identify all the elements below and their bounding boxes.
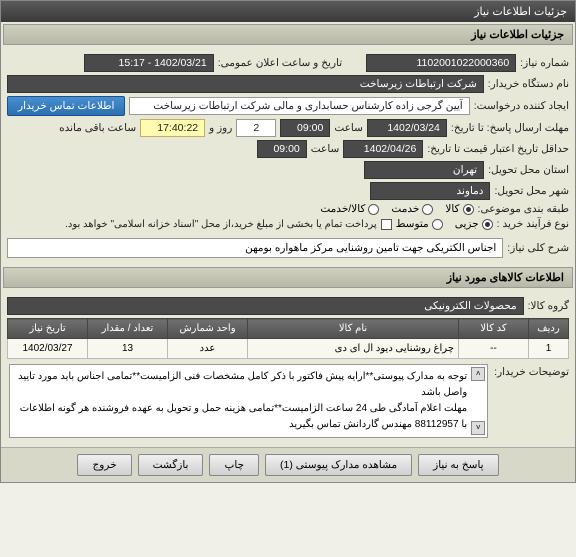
buyer-label: نام دستگاه خریدار: — [488, 78, 569, 90]
province-value: تهران — [364, 161, 484, 179]
cell-date: 1402/03/27 — [8, 339, 88, 359]
form-goods: گروه کالا: محصولات الکترونیکی ردیف کد کا… — [1, 290, 575, 447]
need-number-label: شماره نیاز: — [520, 57, 569, 69]
th-name: نام کالا — [248, 319, 459, 339]
th-code: کد کالا — [459, 319, 529, 339]
th-row: ردیف — [529, 319, 569, 339]
payment-note: پرداخت تمام یا بخشی از مبلغ خرید،از محل … — [65, 219, 377, 230]
table-row[interactable]: 1 -- چراغ روشنایی دیود ال ای دی عدد 13 1… — [8, 339, 569, 359]
description-value: اجناس الکتریکی جهت تامین روشنایی مرکز ما… — [7, 238, 503, 258]
requester-label: ایجاد کننده درخواست: — [474, 100, 569, 112]
goods-group-value: محصولات الکترونیکی — [7, 297, 524, 315]
radio-dot-icon — [432, 219, 443, 230]
radio-medium[interactable]: متوسط — [396, 218, 443, 230]
days-remaining: 2 — [236, 119, 276, 137]
province-label: استان محل تحویل: — [488, 164, 569, 176]
cell-unit: عدد — [168, 339, 248, 359]
exit-button[interactable]: خروج — [77, 454, 131, 476]
contact-info-button[interactable]: اطلاعات تماس خریدار — [7, 96, 125, 116]
radio-partial[interactable]: جزیی — [455, 218, 493, 230]
attachments-button[interactable]: مشاهده مدارک پیوستی (1) — [265, 454, 412, 476]
payment-checkbox[interactable] — [381, 219, 392, 230]
city-value: دماوند — [370, 182, 490, 200]
respond-button[interactable]: پاسخ به نیاز — [418, 454, 498, 476]
window-title: جزئیات اطلاعات نیاز — [474, 6, 567, 18]
goods-group-label: گروه کالا: — [528, 300, 569, 312]
window-titlebar: جزئیات اطلاعات نیاز — [1, 1, 575, 22]
requester-value: آیین گرجی زاده کارشناس حسابداری و مالی ش… — [129, 97, 469, 115]
print-button[interactable]: چاپ — [209, 454, 259, 476]
section-header-goods: اطلاعات کالاهای مورد نیاز — [3, 267, 573, 288]
buyer-value: شرکت ارتباطات زیرساخت — [7, 75, 484, 93]
time-remaining: 17:40:22 — [140, 119, 205, 137]
announce-label: تاریخ و ساعت اعلان عمومی: — [218, 57, 342, 69]
scroll-up-icon[interactable]: ˄ — [471, 367, 485, 381]
th-unit: واحد شمارش — [168, 319, 248, 339]
back-button[interactable]: بازگشت — [138, 454, 204, 476]
buyer-notes-box: ˄ ˅ توجه به مدارک پیوستی**ارایه پیش فاکت… — [9, 364, 488, 438]
city-label: شهر محل تحویل: — [494, 185, 569, 197]
cell-qty: 13 — [88, 339, 168, 359]
radio-dot-icon — [482, 219, 493, 230]
remain-label: ساعت باقی مانده — [59, 122, 136, 134]
buyer-notes-label: توضیحات خریدار: — [494, 362, 569, 378]
deadline-label: مهلت ارسال پاسخ: تا تاریخ: — [451, 122, 569, 134]
validity-time: 09:00 — [257, 140, 307, 158]
radio-service[interactable]: خدمت — [391, 203, 433, 215]
main-window: جزئیات اطلاعات نیاز جزئیات اطلاعات نیاز … — [0, 0, 576, 483]
deadline-time: 09:00 — [280, 119, 330, 137]
scroll-controls: ˄ ˅ — [471, 367, 485, 435]
cell-name: چراغ روشنایی دیود ال ای دی — [248, 339, 459, 359]
category-label: طبقه بندی موضوعی: — [478, 203, 569, 215]
cell-code: -- — [459, 339, 529, 359]
table-header-row: ردیف کد کالا نام کالا واحد شمارش تعداد /… — [8, 319, 569, 339]
form-details: شماره نیاز: 1102001022000360 تاریخ و ساع… — [1, 47, 575, 265]
cell-row: 1 — [529, 339, 569, 359]
process-radio-group: جزیی متوسط — [396, 218, 493, 230]
buyer-notes-text: توجه به مدارک پیوستی**ارایه پیش فاکتور ب… — [15, 371, 467, 430]
radio-both[interactable]: کالا/خدمت — [320, 203, 379, 215]
time-label-1: ساعت — [334, 122, 363, 134]
description-label: شرح کلی نیاز: — [507, 242, 569, 254]
button-bar: پاسخ به نیاز مشاهده مدارک پیوستی (1) چاپ… — [1, 447, 575, 482]
section-header-details: جزئیات اطلاعات نیاز — [3, 24, 573, 45]
radio-goods[interactable]: کالا — [445, 203, 473, 215]
radio-dot-icon — [422, 204, 433, 215]
days-label: روز و — [209, 122, 232, 134]
category-radio-group: کالا خدمت کالا/خدمت — [320, 203, 473, 215]
validity-date: 1402/04/26 — [343, 140, 423, 158]
th-date: تاریخ نیاز — [8, 319, 88, 339]
validity-label: حداقل تاریخ اعتبار قیمت تا تاریخ: — [427, 143, 569, 155]
need-number-value: 1102001022000360 — [366, 54, 516, 72]
time-label-2: ساعت — [311, 143, 340, 155]
deadline-date: 1402/03/24 — [367, 119, 447, 137]
announce-value: 1402/03/21 - 15:17 — [84, 54, 214, 72]
radio-dot-icon — [368, 204, 379, 215]
goods-table: ردیف کد کالا نام کالا واحد شمارش تعداد /… — [7, 318, 569, 359]
radio-dot-icon — [463, 204, 474, 215]
scroll-down-icon[interactable]: ˅ — [471, 421, 485, 435]
process-label: نوع فرآیند خرید : — [497, 218, 569, 230]
th-qty: تعداد / مقدار — [88, 319, 168, 339]
